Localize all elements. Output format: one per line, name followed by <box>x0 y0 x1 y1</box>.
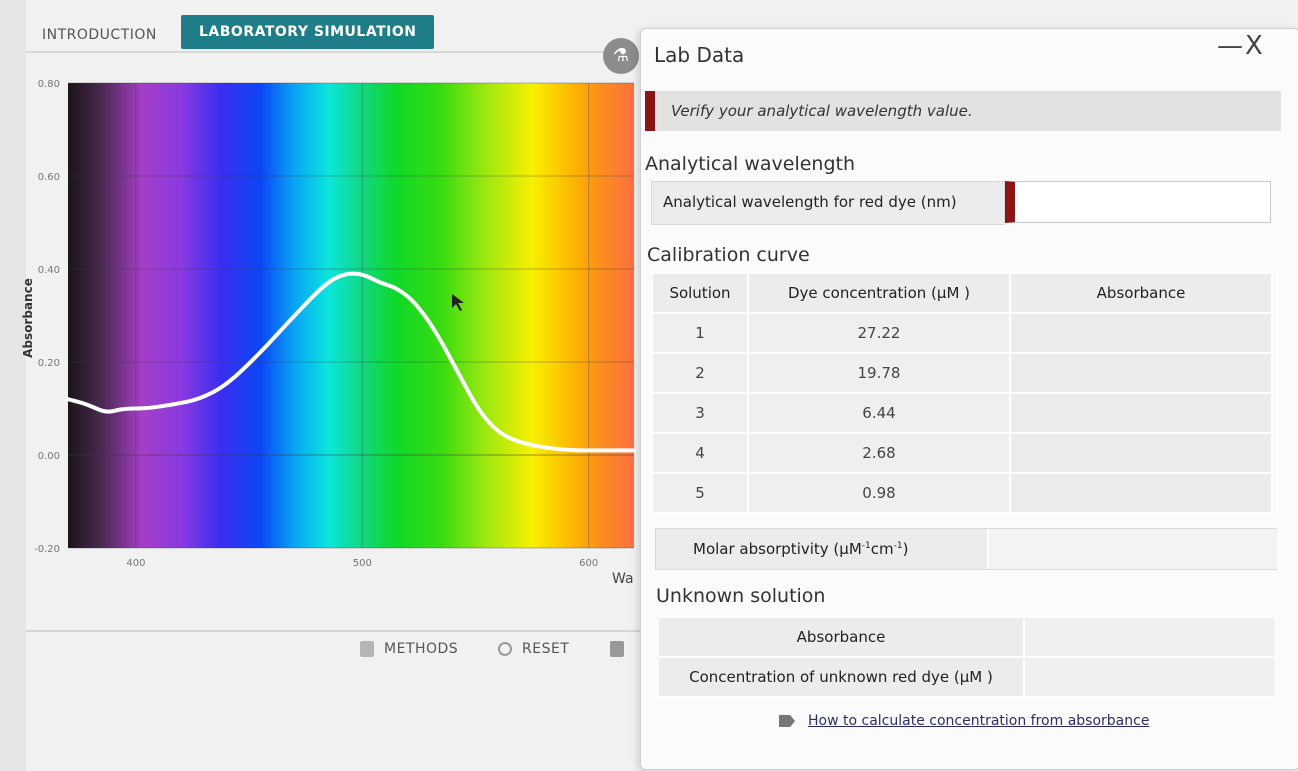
y-tick-labels: 0.80 0.60 0.40 0.20 0.00 -0.20 <box>34 79 60 555</box>
x-axis-label-partial: Wa <box>612 571 634 587</box>
unknown-absorbance-label: Absorbance <box>657 616 1025 658</box>
solution-number: 3 <box>651 392 749 434</box>
molar-absorptivity-row: Molar absorptivity (µM-1cm-1) <box>655 528 1277 570</box>
notebook-icon <box>610 641 624 657</box>
absorbance-input[interactable] <box>1009 432 1273 474</box>
methods-icon <box>360 641 374 657</box>
tab-introduction[interactable]: INTRODUCTION <box>42 27 157 43</box>
flask-icon: ⚗ <box>603 38 639 74</box>
molar-absorptivity-label: Molar absorptivity (µM-1cm-1) <box>693 540 909 558</box>
wavelength-label-cell: Analytical wavelength for red dye (nm) <box>651 181 1005 225</box>
calibration-curve-heading: Calibration curve <box>647 244 810 266</box>
absorbance-input[interactable] <box>1009 352 1273 394</box>
table-row: 5 0.98 <box>651 472 1273 514</box>
dye-concentration: 0.98 <box>747 472 1011 514</box>
y-tick-label: 0.00 <box>38 451 60 462</box>
tab-bar: INTRODUCTION LABORATORY SIMULATION <box>26 14 626 52</box>
reset-button[interactable]: RESET <box>498 636 569 662</box>
mouse-cursor-icon <box>452 294 464 311</box>
analytical-wavelength-input[interactable] <box>1005 181 1271 223</box>
absorbance-input[interactable] <box>1009 392 1273 434</box>
unknown-concentration-label: Concentration of unknown red dye (µM ) <box>657 656 1025 698</box>
notebook-button[interactable] <box>610 636 634 662</box>
molar-absorptivity-input[interactable] <box>987 529 1277 569</box>
y-tick-label: 0.60 <box>38 172 60 183</box>
unknown-solution-heading: Unknown solution <box>656 585 826 607</box>
minimize-button[interactable]: — <box>1217 31 1243 61</box>
analytical-wavelength-heading: Analytical wavelength <box>645 153 856 175</box>
x-tick-label: 500 <box>353 558 372 569</box>
methods-label: METHODS <box>384 641 459 657</box>
unknown-concentration-input[interactable] <box>1023 656 1277 698</box>
tab-underline <box>26 51 626 53</box>
solution-number: 4 <box>651 432 749 474</box>
table-row: 2 19.78 <box>651 352 1273 394</box>
absorbance-spectrum-chart: 0.80 0.60 0.40 0.20 0.00 -0.20 400 500 600 Abso… <box>21 79 636 587</box>
y-axis-label: Absorbance <box>21 278 35 358</box>
lab-data-panel: Lab Data — X Verify your analytical wave… <box>640 28 1298 770</box>
unknown-absorbance-input[interactable] <box>1023 616 1277 658</box>
x-tick-labels: 400 500 600 <box>126 558 598 569</box>
panel-title: Lab Data <box>654 43 745 67</box>
dye-concentration: 2.68 <box>747 432 1011 474</box>
table-row: 3 6.44 <box>651 392 1273 434</box>
absorbance-input[interactable] <box>1009 472 1273 514</box>
header-solution: Solution <box>651 272 749 314</box>
dye-concentration: 19.78 <box>747 352 1011 394</box>
how-to-calculate-link[interactable]: How to calculate concentration from abso… <box>808 713 1150 729</box>
verify-notice-text: Verify your analytical wavelength value. <box>671 102 973 120</box>
y-tick-label: 0.80 <box>38 79 60 90</box>
tab-laboratory-simulation[interactable]: LABORATORY SIMULATION <box>181 15 435 49</box>
dye-concentration: 6.44 <box>747 392 1011 434</box>
table-row: Absorbance <box>657 616 1277 658</box>
dye-concentration: 27.22 <box>747 312 1011 354</box>
header-absorbance: Absorbance <box>1009 272 1273 314</box>
wavelength-label: Analytical wavelength for red dye (nm) <box>663 193 957 211</box>
solution-number: 1 <box>651 312 749 354</box>
table-row: 1 27.22 <box>651 312 1273 354</box>
header-dye-concentration: Dye concentration (µM ) <box>747 272 1011 314</box>
calibration-table: Solution Dye concentration (µM ) Absorba… <box>651 272 1273 514</box>
solution-number: 5 <box>651 472 749 514</box>
methods-button[interactable]: METHODS <box>360 636 458 662</box>
verify-notice: Verify your analytical wavelength value. <box>645 91 1281 131</box>
solution-number: 2 <box>651 352 749 394</box>
y-tick-label: -0.20 <box>34 544 60 555</box>
reset-icon <box>498 642 512 656</box>
tag-icon <box>779 715 795 727</box>
x-tick-label: 400 <box>126 558 145 569</box>
table-row: 4 2.68 <box>651 432 1273 474</box>
close-button[interactable]: X <box>1245 31 1263 61</box>
table-row: Concentration of unknown red dye (µM ) <box>657 656 1277 698</box>
bottom-divider <box>26 630 646 632</box>
reset-label: RESET <box>522 641 570 657</box>
y-tick-label: 0.20 <box>38 358 60 369</box>
absorbance-input[interactable] <box>1009 312 1273 354</box>
y-tick-label: 0.40 <box>38 265 60 276</box>
absorbance-curve <box>66 271 636 453</box>
spectrum-background <box>68 83 634 548</box>
x-tick-label: 600 <box>579 558 598 569</box>
chart-grid <box>68 82 634 549</box>
unknown-solution-table: Absorbance Concentration of unknown red … <box>657 616 1277 698</box>
